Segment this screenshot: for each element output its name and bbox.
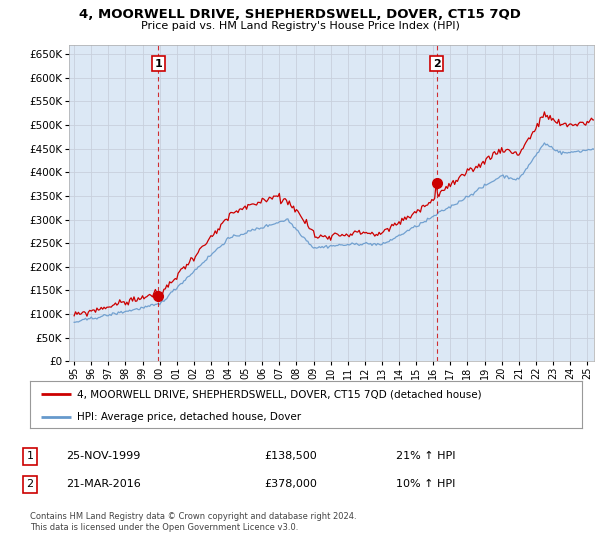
Text: £138,500: £138,500 bbox=[264, 451, 317, 461]
Text: 2: 2 bbox=[433, 59, 440, 69]
Text: 25-NOV-1999: 25-NOV-1999 bbox=[66, 451, 140, 461]
Text: 4, MOORWELL DRIVE, SHEPHERDSWELL, DOVER, CT15 7QD (detached house): 4, MOORWELL DRIVE, SHEPHERDSWELL, DOVER,… bbox=[77, 389, 482, 399]
Text: 1: 1 bbox=[154, 59, 162, 69]
Text: Contains HM Land Registry data © Crown copyright and database right 2024.
This d: Contains HM Land Registry data © Crown c… bbox=[30, 512, 356, 532]
Text: 2: 2 bbox=[26, 479, 34, 489]
Text: Price paid vs. HM Land Registry's House Price Index (HPI): Price paid vs. HM Land Registry's House … bbox=[140, 21, 460, 31]
Text: 21-MAR-2016: 21-MAR-2016 bbox=[66, 479, 141, 489]
Text: £378,000: £378,000 bbox=[264, 479, 317, 489]
Text: HPI: Average price, detached house, Dover: HPI: Average price, detached house, Dove… bbox=[77, 412, 301, 422]
Text: 21% ↑ HPI: 21% ↑ HPI bbox=[396, 451, 455, 461]
Text: 10% ↑ HPI: 10% ↑ HPI bbox=[396, 479, 455, 489]
Text: 1: 1 bbox=[26, 451, 34, 461]
Text: 4, MOORWELL DRIVE, SHEPHERDSWELL, DOVER, CT15 7QD: 4, MOORWELL DRIVE, SHEPHERDSWELL, DOVER,… bbox=[79, 8, 521, 21]
